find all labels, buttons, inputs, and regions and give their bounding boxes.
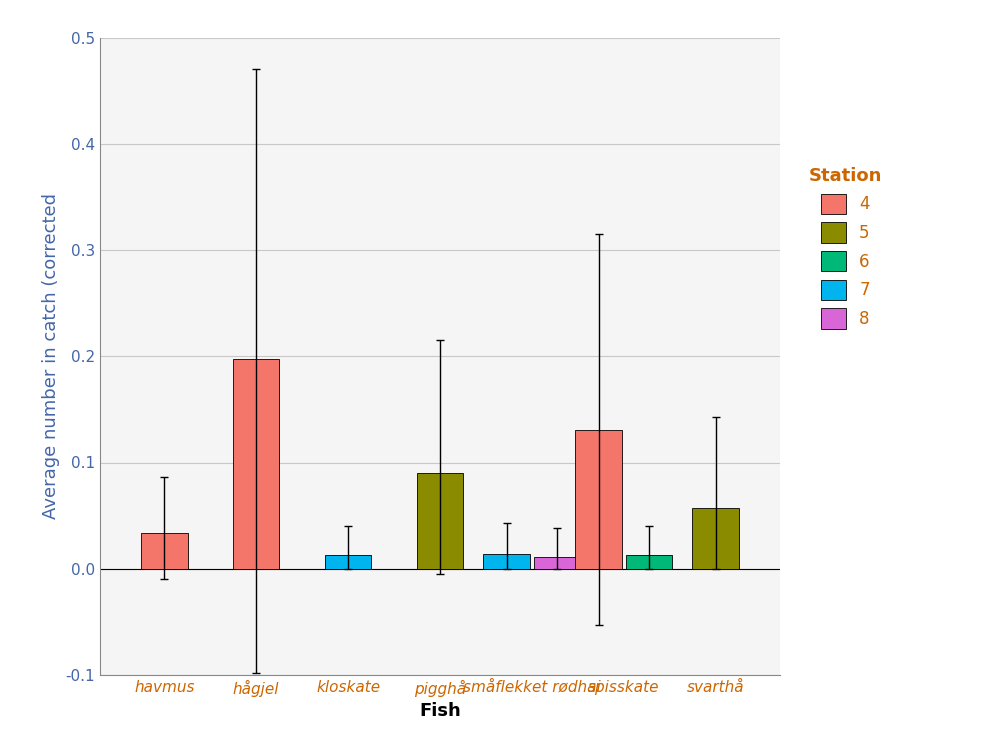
Legend: 4, 5, 6, 7, 8: 4, 5, 6, 7, 8 [802,160,889,335]
Bar [575,430,622,568]
X-axis label: Fish: Fish [419,703,461,721]
Bar [692,509,739,568]
Bar [483,554,530,568]
Bar [626,555,672,568]
Bar [417,473,463,568]
Bar [534,557,580,568]
Bar [233,359,279,568]
Y-axis label: Average number in catch (corrected: Average number in catch (corrected [42,194,60,519]
Bar [325,555,371,568]
Bar [141,532,188,568]
